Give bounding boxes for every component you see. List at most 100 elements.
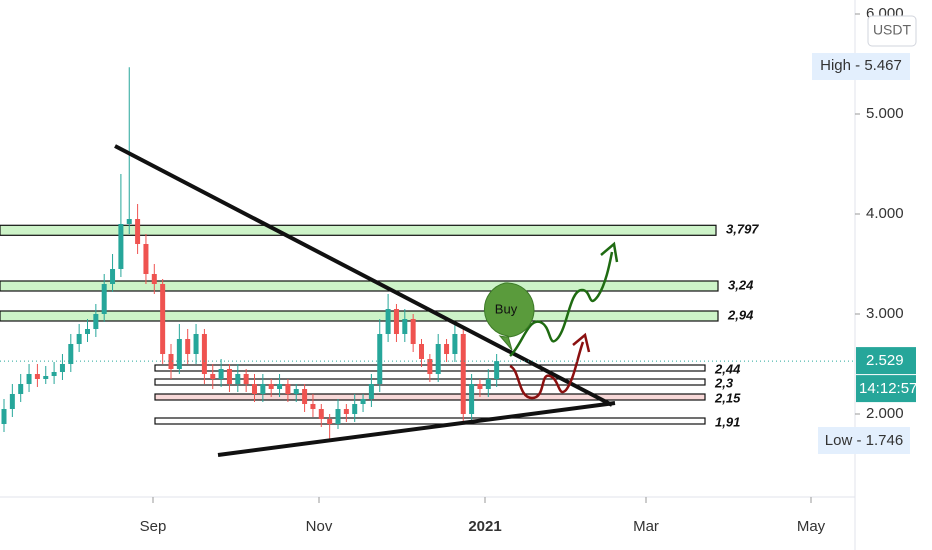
green-arrow-head xyxy=(600,241,619,263)
level-label: 2,94 xyxy=(727,307,754,322)
candle-body xyxy=(193,334,199,354)
candle-body xyxy=(26,374,32,384)
x-tick-label: 2021 xyxy=(468,518,501,535)
candle-body xyxy=(101,284,107,314)
currency: USDT xyxy=(873,22,912,38)
candle-body xyxy=(118,224,124,269)
level-label: 2,15 xyxy=(714,390,741,405)
candle-body xyxy=(393,309,399,334)
candle-body xyxy=(460,334,466,414)
candle-body xyxy=(143,244,149,274)
red-arrow xyxy=(509,341,585,400)
level-box xyxy=(0,280,719,292)
candle-body xyxy=(343,409,349,414)
level-box xyxy=(154,393,706,401)
y-tick-label: 2.000 xyxy=(866,405,904,422)
candle-body xyxy=(126,219,132,224)
candle-body xyxy=(310,404,316,409)
candle-body xyxy=(385,309,391,334)
candle-body xyxy=(293,389,299,394)
level-box xyxy=(0,224,717,236)
candle-body xyxy=(9,394,15,409)
last-price-label: 2.529 xyxy=(866,352,904,369)
y-tick-label: 4.000 xyxy=(866,205,904,222)
level-box xyxy=(0,310,719,322)
currency-box xyxy=(867,15,917,47)
red-arrow-head xyxy=(572,332,591,353)
candle-body xyxy=(485,379,491,389)
green-arrow xyxy=(509,251,614,357)
candle-body xyxy=(335,409,341,424)
candle-body xyxy=(469,384,475,414)
candle-body xyxy=(268,384,274,389)
candle-body xyxy=(285,384,291,394)
countdown-label: 14:12:57 xyxy=(859,380,917,397)
candle-body xyxy=(168,354,174,369)
x-tick-label: May xyxy=(797,518,826,535)
trend-line-down xyxy=(114,144,613,407)
level-label: 3,797 xyxy=(726,222,759,237)
level-label: 2,44 xyxy=(714,361,741,376)
high-label: High - 5.467 xyxy=(820,57,902,74)
candle-body xyxy=(34,374,40,379)
candle-body xyxy=(419,344,424,359)
candle-body xyxy=(368,384,374,399)
low-box xyxy=(818,427,910,454)
x-tick-label: Nov xyxy=(306,518,333,535)
candle-body xyxy=(201,334,207,374)
y-tick-label: 3.000 xyxy=(866,305,904,322)
candle-body xyxy=(218,369,224,379)
level-label: 3,24 xyxy=(728,277,754,292)
candle-body xyxy=(444,344,450,354)
candle-body xyxy=(427,359,433,374)
candle-body xyxy=(51,372,57,376)
candle-body xyxy=(160,284,166,354)
candle-body xyxy=(260,384,266,394)
buy-text: Buy xyxy=(495,301,518,316)
candle-body xyxy=(85,329,90,334)
countdown-box xyxy=(856,375,916,403)
candles xyxy=(1,67,500,440)
candle-body xyxy=(360,399,366,404)
trend-line-up xyxy=(217,401,616,457)
candle-body xyxy=(68,344,74,364)
candle-body xyxy=(210,374,216,379)
y-tick-label: 5.000 xyxy=(866,105,904,122)
x-tick-label: Sep xyxy=(140,518,167,535)
candle-body xyxy=(59,364,65,372)
candle-body xyxy=(226,369,232,384)
level-label: 1,91 xyxy=(715,414,740,429)
candle-body xyxy=(435,344,441,374)
candle-body xyxy=(76,334,82,344)
candle-body xyxy=(377,334,383,384)
candle-body xyxy=(110,269,116,284)
candle-body xyxy=(402,319,408,334)
candle-body xyxy=(318,409,324,419)
level-label: 2,3 xyxy=(714,375,734,390)
candle-body xyxy=(176,339,182,369)
candle-body xyxy=(352,404,358,414)
candle-body xyxy=(494,361,500,379)
level-box xyxy=(154,417,706,425)
x-tick-label: Mar xyxy=(633,518,659,535)
low-label: Low - 1.746 xyxy=(825,432,903,449)
candle-body xyxy=(18,384,24,394)
candle-body xyxy=(43,376,49,379)
candle-body xyxy=(452,334,458,354)
candle-body xyxy=(327,419,333,424)
candle-body xyxy=(93,314,99,329)
candle-body xyxy=(185,339,191,354)
high-box xyxy=(812,53,910,80)
candle-body xyxy=(302,389,308,404)
candle-body xyxy=(277,384,283,389)
candle-body xyxy=(410,319,416,344)
candle-body xyxy=(243,374,249,384)
candle-body xyxy=(1,409,7,424)
buy-bubble xyxy=(483,282,535,351)
candle-body xyxy=(477,384,483,389)
candle-body xyxy=(235,374,241,384)
candle-body xyxy=(252,384,257,394)
candle-body xyxy=(151,274,157,284)
